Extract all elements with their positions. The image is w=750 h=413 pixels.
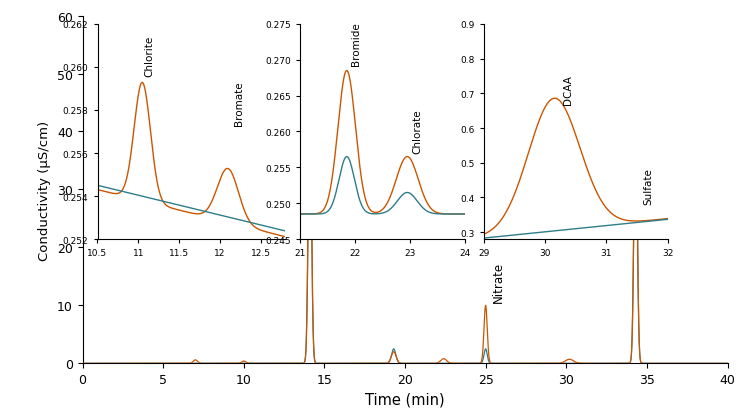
Text: Chloride: Chloride <box>318 43 331 92</box>
Text: Chlorate: Chlorate <box>413 109 423 154</box>
Text: Sulfate: Sulfate <box>643 168 653 205</box>
Y-axis label: Conductivity (μS/cm): Conductivity (μS/cm) <box>38 120 51 260</box>
Text: Bromate: Bromate <box>235 81 244 126</box>
Text: DCAA: DCAA <box>563 75 573 104</box>
Text: Chlorite: Chlorite <box>145 35 154 76</box>
Text: Sulfate: Sulfate <box>642 50 655 92</box>
Text: Bromide: Bromide <box>350 22 361 66</box>
X-axis label: Time (min): Time (min) <box>365 392 445 407</box>
Text: Nitrate: Nitrate <box>492 262 505 303</box>
